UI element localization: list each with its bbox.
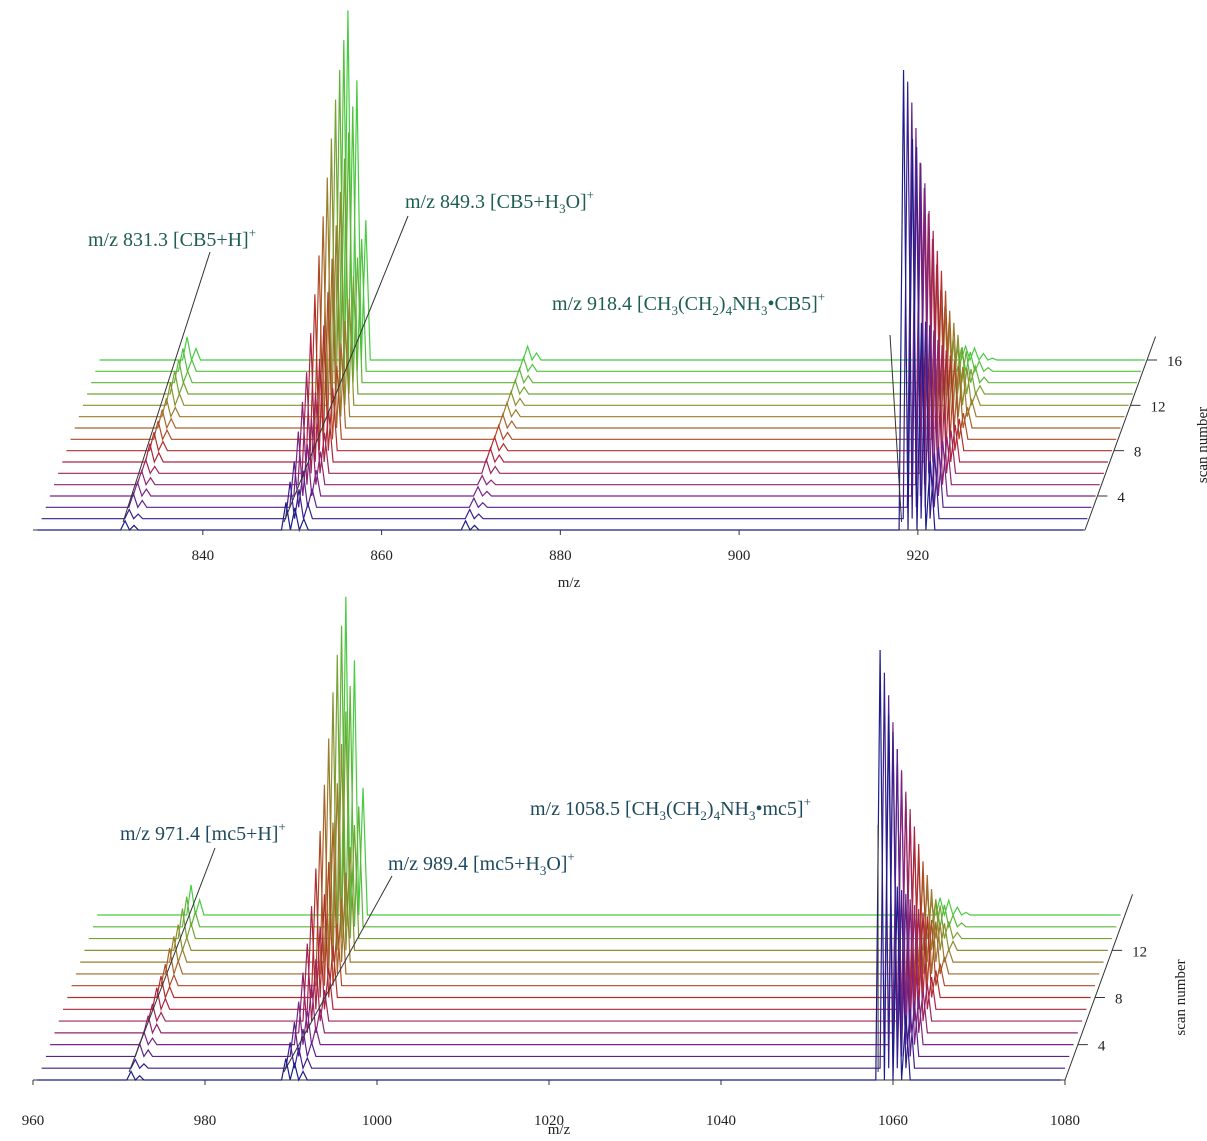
annotation-part: O]	[546, 853, 567, 875]
annotation-part: )	[707, 798, 714, 820]
x-tick-label: 1000	[362, 1113, 392, 1129]
annotation-part: m/z 849.3 [CB5+H	[405, 191, 559, 213]
x-tick-label: 1040	[706, 1113, 736, 1129]
annotation-part: m/z 989.4 [mc5+H	[388, 853, 540, 875]
spectrum-trace	[50, 722, 1074, 1046]
x-axis-label: m/z	[558, 575, 581, 591]
spectrum-trace	[37, 649, 1061, 1082]
annotation: m/z 971.4 [mc5+H]+	[120, 819, 286, 845]
annotation-part: 3	[749, 808, 756, 823]
x-tick-label: 1060	[878, 1113, 908, 1129]
annotation-part: •CB5]	[767, 293, 817, 315]
z-tick-label: 12	[1150, 399, 1165, 415]
z-tick-label: 4	[1098, 1039, 1106, 1055]
annotation-part: 3	[540, 863, 547, 878]
x-tick-label: 840	[192, 548, 215, 564]
annotation-part: (CH	[666, 798, 700, 820]
z-tick-label: 4	[1117, 490, 1125, 506]
spectrum-trace	[95, 40, 1142, 374]
annotation-part: 3	[671, 303, 678, 318]
spectrum-trace	[82, 138, 1129, 408]
spectrum-trace	[88, 654, 1113, 940]
annotation-part: (CH	[678, 293, 712, 315]
x-axis-label: m/z	[548, 1122, 571, 1138]
z-axis	[1064, 894, 1133, 1081]
x-tick-label: 880	[549, 548, 572, 564]
z-tick-label: 12	[1132, 944, 1147, 960]
annotation-part: 3	[559, 201, 566, 216]
spectrum-trace	[67, 816, 1091, 1000]
spectrum-trace	[54, 749, 1078, 1035]
annotation-leader	[283, 875, 393, 1073]
annotation-part: 4	[726, 303, 733, 318]
x-tick-label: 960	[22, 1113, 45, 1129]
spectrum-trace	[37, 69, 1084, 533]
annotation-part: +	[278, 819, 285, 834]
annotation-part: 3	[659, 808, 666, 823]
annotation-leader	[122, 251, 211, 523]
spectrum-trace	[91, 69, 1137, 385]
annotation-part: +	[818, 289, 825, 304]
annotation-part: •mc5]	[755, 798, 803, 820]
z-axis-label: scan number	[1195, 407, 1207, 483]
annotation-part: NH	[732, 293, 761, 315]
x-tick-label: 1080	[1050, 1113, 1080, 1129]
spectrum-trace	[41, 672, 1065, 1071]
annotation: m/z 831.3 [CB5+H]+	[88, 225, 256, 251]
annotation: m/z 849.3 [CB5+H3O]+	[405, 187, 594, 216]
annotation-part: 2	[712, 303, 719, 318]
z-tick-label: 16	[1167, 354, 1183, 370]
annotation-part: m/z 831.3 [CB5+H]	[88, 229, 249, 251]
x-tick-label: 980	[194, 1113, 217, 1129]
annotation-part: 4	[714, 808, 721, 823]
spectrum-trace	[84, 692, 1108, 953]
spectrum-trace	[93, 625, 1117, 929]
annotation: m/z 918.4 [CH3(CH2)4NH3•CB5]+	[552, 289, 825, 318]
x-tick-label: 900	[728, 548, 751, 564]
spectrum-trace	[63, 794, 1087, 1012]
annotation-part: NH	[720, 798, 749, 820]
annotation-leader	[889, 334, 903, 523]
annotation-part: +	[567, 849, 574, 864]
x-tick-label: 860	[370, 548, 393, 564]
annotation-part: m/z 1058.5 [CH	[530, 798, 659, 820]
z-axis	[1084, 336, 1157, 531]
annotation-part: +	[804, 794, 811, 809]
spectrum-trace	[70, 255, 1117, 442]
annotation-part: m/z 918.4 [CH	[552, 293, 671, 315]
z-tick-label: 8	[1134, 445, 1142, 461]
annotation-part: 3	[761, 303, 768, 318]
spectrum-trace	[75, 784, 1100, 975]
spectrum-trace	[97, 596, 1121, 918]
spectrum-trace	[71, 830, 1095, 988]
annotation-part: m/z 971.4 [mc5+H]	[120, 823, 278, 845]
annotation-part: )	[719, 293, 726, 315]
z-axis-label: scan number	[1173, 959, 1189, 1035]
annotation-leader	[283, 215, 409, 523]
annotation-part: 2	[700, 808, 707, 823]
annotation-part: +	[249, 225, 256, 240]
x-tick-label: 1020	[534, 1113, 564, 1129]
annotation-part: +	[587, 187, 594, 202]
spectrum-trace	[58, 771, 1083, 1023]
z-tick-label: 8	[1115, 992, 1123, 1008]
x-tick-label: 920	[907, 548, 930, 564]
annotation-part: O]	[566, 191, 587, 213]
spectrum-trace	[80, 738, 1104, 963]
spectrum-trace	[99, 10, 1146, 363]
spectrum-trace	[45, 695, 1070, 1058]
annotation: m/z 1058.5 [CH3(CH2)4NH3•mc5]+	[530, 794, 811, 823]
annotation: m/z 989.4 [mc5+H3O]+	[388, 849, 575, 878]
annotation-leader	[128, 847, 216, 1073]
